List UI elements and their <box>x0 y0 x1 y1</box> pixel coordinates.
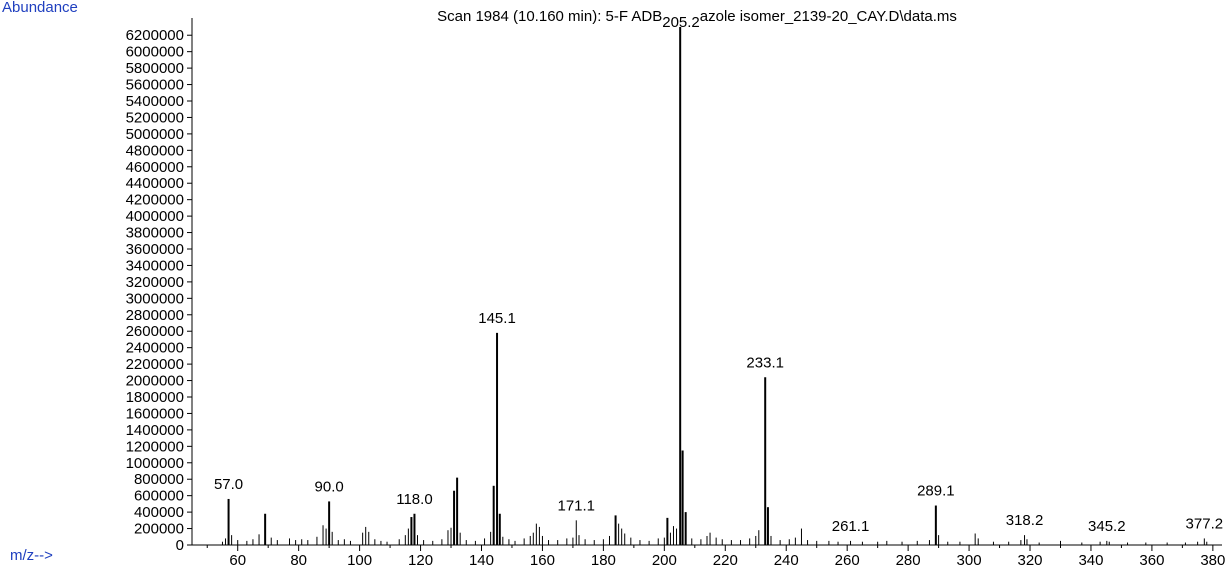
y-tick-label: 0 <box>176 537 184 554</box>
peak-label: 233.1 <box>746 354 784 371</box>
y-tick-label: 6200000 <box>126 27 184 44</box>
x-tick-label: 60 <box>229 552 246 567</box>
y-tick-label: 2800000 <box>126 307 184 324</box>
x-tick-label: 240 <box>774 552 799 567</box>
x-tick-label: 160 <box>530 552 555 567</box>
y-tick-label: 2200000 <box>126 356 184 373</box>
x-axis-ticks: 60 80 100 120 140 160 180 200 220 240 260 280 300 320… <box>206 545 1225 567</box>
y-tick-label: 4000000 <box>126 208 184 225</box>
y-tick-label: 1400000 <box>126 422 184 439</box>
x-tick-label: 280 <box>896 552 921 567</box>
spectrum-peaks <box>221 27 1208 545</box>
y-tick-label: 400000 <box>134 504 184 521</box>
y-tick-label: 5600000 <box>126 77 184 94</box>
y-tick-label: 2400000 <box>126 340 184 357</box>
x-tick-label: 340 <box>1078 552 1103 567</box>
x-tick-label: 80 <box>290 552 307 567</box>
y-axis-label: Abundance <box>2 0 78 16</box>
y-tick-label: 1200000 <box>126 438 184 455</box>
y-tick-label: 3400000 <box>126 257 184 274</box>
peak-label: 345.2 <box>1088 518 1126 535</box>
y-tick-label: 4200000 <box>126 192 184 209</box>
peak-label: 171.1 <box>557 497 595 514</box>
y-tick-label: 6000000 <box>126 44 184 61</box>
peak-label: 57.0 <box>214 476 243 493</box>
x-tick-label: 220 <box>713 552 738 567</box>
y-tick-label: 4800000 <box>126 142 184 159</box>
x-tick-label: 200 <box>652 552 677 567</box>
y-tick-label: 3200000 <box>126 274 184 291</box>
peak-label: 377.2 <box>1186 515 1224 532</box>
y-tick-label: 5400000 <box>126 93 184 110</box>
peak-label: 261.1 <box>832 518 870 535</box>
y-tick-label: 3600000 <box>126 241 184 258</box>
peak-label: 118.0 <box>396 491 432 508</box>
y-tick-label: 3800000 <box>126 225 184 242</box>
peak-label: 90.0 <box>315 478 344 495</box>
x-tick-label: 300 <box>957 552 982 567</box>
peak-label: 145.1 <box>478 310 516 327</box>
x-tick-label: 100 <box>347 552 372 567</box>
x-tick-label: 380 <box>1200 552 1225 567</box>
x-tick-label: 260 <box>835 552 860 567</box>
y-tick-label: 800000 <box>134 471 184 488</box>
peak-labels: 57.0 90.0 118.0 145.1 171.1 233.1 261.1 289.1 31… <box>214 310 1223 535</box>
x-tick-label: 360 <box>1139 552 1164 567</box>
y-tick-label: 2600000 <box>126 323 184 340</box>
x-tick-label: 320 <box>1018 552 1043 567</box>
y-tick-label: 2000000 <box>126 373 184 390</box>
chart-title-suffix: azole isomer_2139-20_CAY.D\data.ms <box>700 8 957 25</box>
x-tick-label: 120 <box>408 552 433 567</box>
y-tick-label: 4400000 <box>126 175 184 192</box>
y-tick-label: 1600000 <box>126 405 184 422</box>
x-tick-label: 180 <box>591 552 616 567</box>
y-tick-label: 5800000 <box>126 60 184 77</box>
chart-title: Scan 1984 (10.160 min): 5-F ADB205.2azol… <box>437 8 957 31</box>
chart-title-overlap-label: 205.2 <box>662 14 700 31</box>
x-axis-label: m/z--> <box>10 547 53 564</box>
y-tick-label: 600000 <box>134 488 184 505</box>
y-tick-label: 3000000 <box>126 290 184 307</box>
y-tick-label: 4600000 <box>126 159 184 176</box>
peak-label: 289.1 <box>917 483 955 500</box>
y-tick-label: 1000000 <box>126 455 184 472</box>
y-axis-ticks: 0200000400000600000800000100000012000001… <box>126 27 192 554</box>
chart-title-prefix: Scan 1984 (10.160 min): 5-F ADB <box>437 8 662 25</box>
peak-label: 318.2 <box>1006 512 1044 529</box>
y-tick-label: 200000 <box>134 521 184 538</box>
y-tick-label: 5200000 <box>126 109 184 126</box>
x-tick-label: 140 <box>469 552 494 567</box>
y-tick-label: 5000000 <box>126 126 184 143</box>
y-tick-label: 1800000 <box>126 389 184 406</box>
